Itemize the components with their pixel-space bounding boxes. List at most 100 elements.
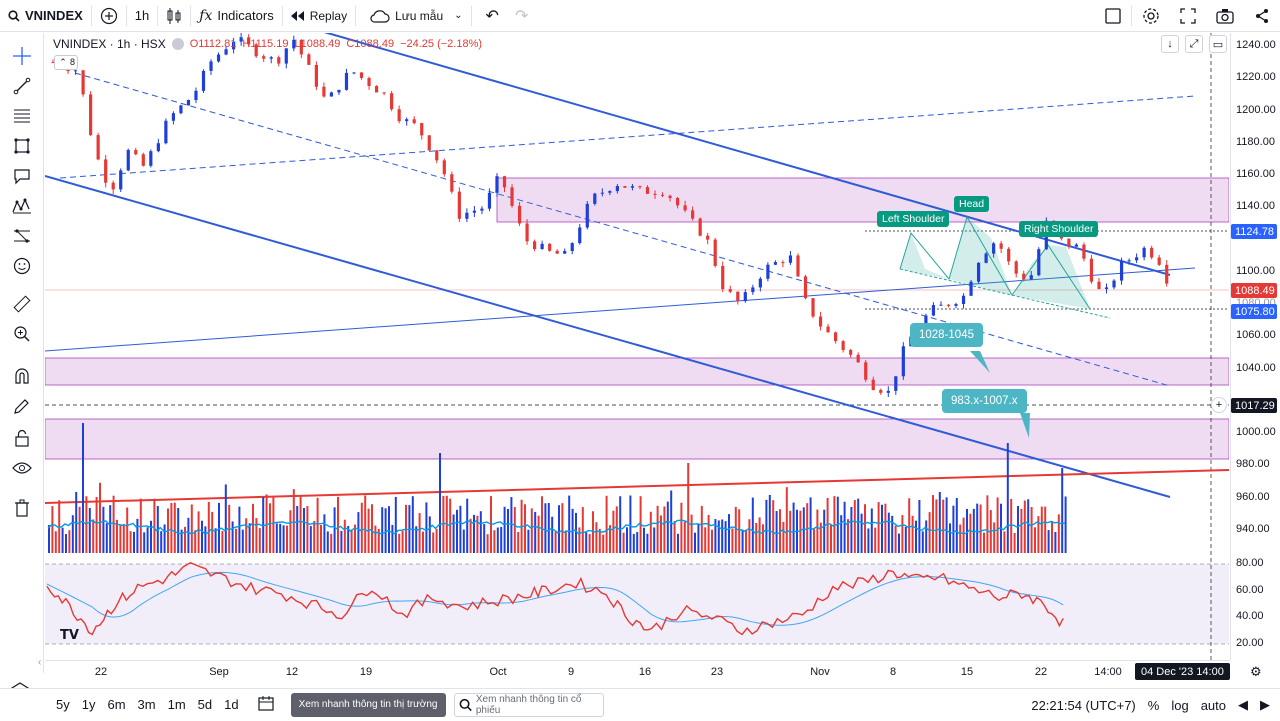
pane-settings-button[interactable]: ▭ [1209,35,1227,53]
candle-body [623,186,627,188]
range-5d[interactable]: 5d [197,697,213,712]
symbol-search[interactable]: VNINDEX [0,0,91,32]
range-6m[interactable]: 6m [107,697,126,712]
volume-bar [534,511,537,553]
collapse-left-icon[interactable]: ‹ [38,657,42,668]
add-alert-button[interactable]: + [1211,397,1227,413]
range-1m[interactable]: 1m [167,697,186,712]
volume-bar [564,530,567,553]
axis-settings-icon[interactable]: ⚙ [1250,664,1262,679]
volume-bar [891,515,894,553]
range-3m[interactable]: 3m [137,697,156,712]
clock[interactable]: 22:21:54 (UTC+7) [1031,697,1136,713]
candle-body [292,39,296,49]
time-axis[interactable] [45,660,1230,684]
volume-bar [680,502,683,553]
range-1d[interactable]: 1d [224,697,239,712]
channel-mid-line [74,72,1171,387]
compare-button[interactable] [92,0,126,32]
shapes-tool[interactable] [8,133,36,159]
maximize-pane-button[interactable]: ⤢ [1185,35,1203,53]
search-icon [459,698,472,711]
rsi-line [46,561,1064,636]
volume-bar [439,453,441,553]
prediction-tool[interactable] [8,223,36,249]
candle-body [864,362,868,380]
volume-bar [721,519,724,553]
volume-bar [330,533,333,553]
lock-drawings-tool[interactable] [8,425,36,451]
price-axis[interactable] [1230,33,1280,660]
rsi-group [46,561,1064,636]
hide-drawings-tool[interactable] [8,455,36,481]
settings-button[interactable] [1132,0,1170,32]
collapse-indicators-button[interactable]: ⌃ [54,55,78,70]
price-chart[interactable] [45,33,1229,660]
snapshot-button[interactable] [1206,0,1244,32]
fullscreen-button[interactable] [1170,0,1206,32]
chevron-down-icon: ⌄ [454,10,463,21]
scroll-right-icon[interactable]: ▶ [1260,697,1270,712]
volume-bar [153,498,156,553]
percent-toggle[interactable]: % [1147,697,1160,713]
calendar-icon [257,696,274,711]
tradingview-logo: 𝗧𝗩 [60,627,79,642]
volume-bar [677,533,679,553]
plus-circle-icon [100,7,117,24]
fib-tool[interactable] [8,103,36,129]
patterns-tool[interactable] [8,193,36,219]
indicators-button[interactable]: ƒx Indicators [191,0,281,32]
interval-button[interactable]: 1h [127,0,157,32]
interval-label: 1h [134,8,150,23]
volume-bar [660,515,662,553]
volume-bar [218,502,220,553]
pattern-icon [12,198,31,214]
price-axis-label: 1000.00 [1236,426,1276,439]
candle-body [593,193,597,204]
redo-button[interactable]: ↷ [507,0,536,32]
volume-bar [299,495,302,553]
chart-type-button[interactable] [158,0,190,32]
auto-toggle[interactable]: auto [1200,697,1226,713]
volume-bar [911,515,914,553]
measure-tool[interactable] [8,291,36,317]
candle-body [781,262,785,264]
volume-bar [724,521,727,553]
price-axis-label: 980.00 [1236,458,1270,471]
remove-drawings-tool[interactable] [8,495,36,521]
stock-search-box[interactable]: Xem nhanh thông tin cổ phiếu [453,692,604,717]
undo-button[interactable]: ↶ [472,0,507,32]
scroll-down-button[interactable]: ↓ [1161,35,1179,53]
candle-body [540,243,544,250]
range-1y[interactable]: 1y [81,697,96,712]
zoom-tool[interactable] [8,321,36,347]
annotation-tool[interactable] [8,163,36,189]
symbol-name: VNINDEX [25,8,83,23]
scroll-left-icon[interactable]: ◀ [1238,697,1248,712]
magnet-tool[interactable] [8,363,36,389]
market-overview-button[interactable]: Xem nhanh thông tin thị trường [290,692,446,717]
volume-bar [1040,506,1043,553]
volume-bar [745,529,747,553]
volume-bar [609,525,611,553]
range-5y[interactable]: 5y [56,697,70,712]
save-layout-button[interactable]: Lưu mẫu ⌄ [356,0,470,32]
square-icon [1105,8,1121,24]
volume-bar [996,497,999,553]
volume-bar [976,503,979,553]
rsi-axis-label: 60.00 [1236,583,1264,596]
fx-icon: ƒx [199,7,213,24]
date-range-button[interactable] [251,694,281,715]
emoji-tool[interactable] [8,253,36,279]
trendline-tool[interactable] [8,73,36,99]
volume-bar [945,497,948,553]
fullscreen-toggle-button[interactable] [1095,0,1131,32]
replay-button[interactable]: Replay [283,0,355,32]
volume-bar [921,531,924,553]
crosshair-tool[interactable] [8,43,36,69]
eye-off-icon[interactable] [171,38,184,50]
volume-bar [68,530,71,553]
log-toggle[interactable]: log [1171,697,1189,713]
keep-drawing-tool[interactable] [8,393,36,419]
share-button[interactable] [1244,0,1280,32]
